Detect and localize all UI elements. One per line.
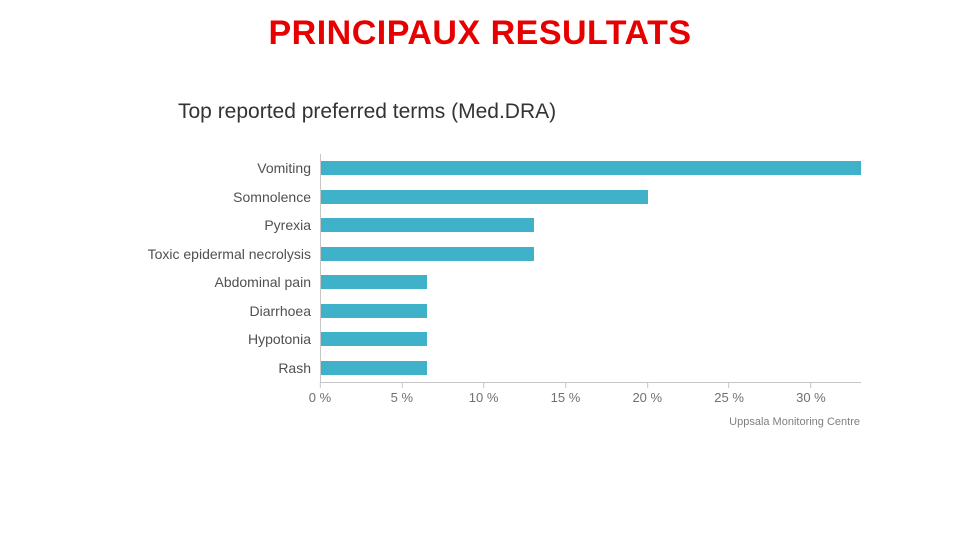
bar-row: Abdominal pain: [321, 268, 861, 297]
tick-label: 20 %: [632, 390, 662, 405]
bar: [321, 190, 648, 204]
x-tick: 0 %: [309, 382, 331, 405]
bar: [321, 275, 427, 289]
bar: [321, 304, 427, 318]
bar: [321, 247, 534, 261]
tick-mark: [647, 382, 648, 388]
bar-row: Hypotonia: [321, 325, 861, 354]
tick-mark: [565, 382, 566, 388]
bar: [321, 161, 861, 175]
chart-container: Top reported preferred terms (Med.DRA) V…: [120, 100, 880, 470]
x-tick: 5 %: [391, 382, 413, 405]
x-tick: 20 %: [632, 382, 662, 405]
bar: [321, 218, 534, 232]
bar-label: Hypotonia: [111, 331, 321, 347]
bar-label: Rash: [111, 360, 321, 376]
bar-label: Abdominal pain: [111, 274, 321, 290]
tick-mark: [401, 382, 402, 388]
bar-row: Rash: [321, 354, 861, 383]
tick-label: 25 %: [714, 390, 744, 405]
x-axis-ticks: 0 %5 %10 %15 %20 %25 %30 %: [320, 382, 860, 406]
chart-title: Top reported preferred terms (Med.DRA): [178, 100, 880, 124]
chart-attribution: Uppsala Monitoring Centre: [320, 416, 860, 428]
bar-label: Pyrexia: [111, 217, 321, 233]
x-tick: 30 %: [796, 382, 826, 405]
page-title: PRINCIPAUX RESULTATS: [0, 14, 960, 53]
bar-row: Diarrhoea: [321, 297, 861, 326]
bar-label: Toxic epidermal necrolysis: [111, 246, 321, 262]
bar-row: Toxic epidermal necrolysis: [321, 240, 861, 269]
x-tick: 25 %: [714, 382, 744, 405]
tick-label: 15 %: [551, 390, 581, 405]
tick-mark: [810, 382, 811, 388]
bar-label: Vomiting: [111, 160, 321, 176]
plot-region: VomitingSomnolencePyrexiaToxic epidermal…: [120, 154, 880, 404]
bar-label: Somnolence: [111, 189, 321, 205]
tick-label: 10 %: [469, 390, 499, 405]
tick-mark: [483, 382, 484, 388]
tick-mark: [320, 382, 321, 388]
bar: [321, 332, 427, 346]
x-tick: 10 %: [469, 382, 499, 405]
bar-row: Somnolence: [321, 183, 861, 212]
bar-row: Vomiting: [321, 154, 861, 183]
bar-label: Diarrhoea: [111, 303, 321, 319]
tick-mark: [729, 382, 730, 388]
tick-label: 5 %: [391, 390, 413, 405]
tick-label: 0 %: [309, 390, 331, 405]
plot-area: VomitingSomnolencePyrexiaToxic epidermal…: [320, 154, 861, 383]
x-tick: 15 %: [551, 382, 581, 405]
bar-row: Pyrexia: [321, 211, 861, 240]
tick-label: 30 %: [796, 390, 826, 405]
bar: [321, 361, 427, 375]
